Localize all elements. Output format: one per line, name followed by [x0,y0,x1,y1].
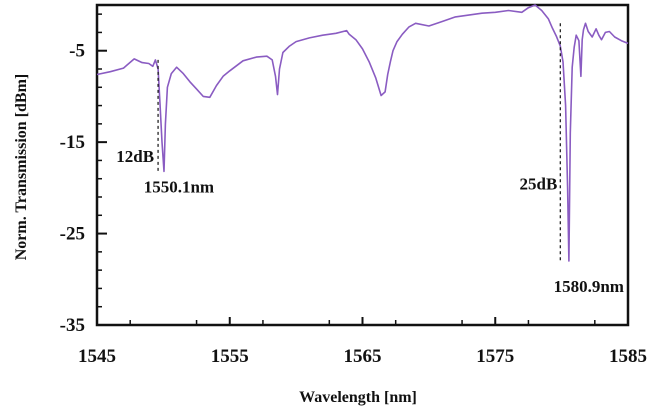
annotation-1550nm-label: 1550.1nm [144,177,214,196]
y-tick-label: -35 [60,315,85,336]
x-tick-label: 1575 [476,346,514,367]
series-line-0 [96,4,629,262]
x-tick-label: 1555 [211,346,249,367]
annotation-25db-label: 25dB [520,174,558,193]
annotation-12db-label: 12dB [116,147,154,166]
y-axis-title: Norm. Transmission [dBm] [13,74,30,261]
x-tick-label: 1585 [609,346,647,367]
x-axis-title: Wavelength [nm] [299,389,417,406]
annotations: 12dB 1550.1nm 25dB 1580.9nm [116,23,624,296]
y-tick-label: -25 [60,224,85,245]
axes: 1545 1555 1565 1575 1585 -5 -15 -25 -35 [60,3,647,367]
annotation-1580nm-label: 1580.9nm [554,277,624,296]
y-tick-label: -15 [60,132,85,153]
x-tick-label: 1565 [344,346,382,367]
x-tick-label: 1545 [78,346,116,367]
y-tick-label: -5 [69,41,85,62]
plot-frame [95,3,630,327]
data-layer [96,4,629,262]
